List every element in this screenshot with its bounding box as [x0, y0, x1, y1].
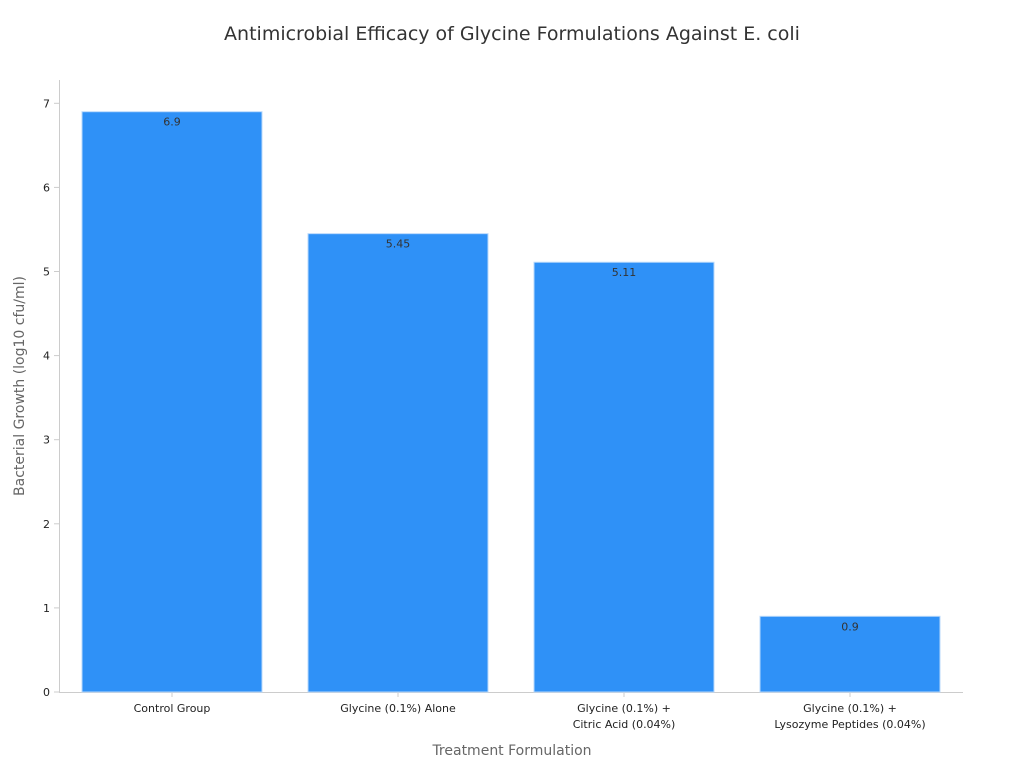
y-tick-label: 6	[43, 181, 50, 194]
x-tick-label: Control Group	[134, 702, 211, 715]
y-tick-label: 1	[43, 602, 50, 615]
bar-value-label: 6.9	[163, 116, 181, 129]
x-tick-label: Glycine (0.1%) +	[577, 702, 671, 715]
x-axis	[59, 692, 963, 697]
y-tick-label: 5	[43, 266, 50, 279]
x-tick-label: Citric Acid (0.04%)	[573, 718, 676, 731]
bar	[81, 111, 263, 693]
bar	[307, 233, 489, 693]
y-tick-label: 3	[43, 434, 50, 447]
y-tick-label: 0	[43, 686, 50, 699]
bar	[759, 615, 941, 693]
y-tick-label: 4	[43, 350, 50, 363]
bar-value-label: 0.9	[841, 620, 859, 633]
x-tick-label: Glycine (0.1%) +	[803, 702, 897, 715]
bar-value-label: 5.11	[612, 266, 637, 279]
y-tick-label: 7	[43, 97, 50, 110]
x-axis-title: Treatment Formulation	[431, 743, 591, 759]
y-axis: 0 1 2 3 4 5 6 7	[43, 80, 60, 699]
data-labels: 6.9 5.45 5.11 0.9	[163, 116, 859, 634]
bar	[533, 261, 715, 693]
y-axis-title: Bacterial Growth (log10 cfu/ml)	[12, 276, 28, 496]
chart-title: Antimicrobial Efficacy of Glycine Formul…	[224, 23, 800, 45]
x-tick-labels: Control Group Glycine (0.1%) Alone Glycine…	[134, 702, 926, 731]
y-tick-label: 2	[43, 518, 50, 531]
bar-value-label: 5.45	[386, 238, 411, 251]
x-tick-label: Glycine (0.1%) Alone	[340, 702, 456, 715]
x-tick-label: Lysozyme Peptides (0.04%)	[774, 718, 925, 731]
bars	[81, 111, 941, 693]
